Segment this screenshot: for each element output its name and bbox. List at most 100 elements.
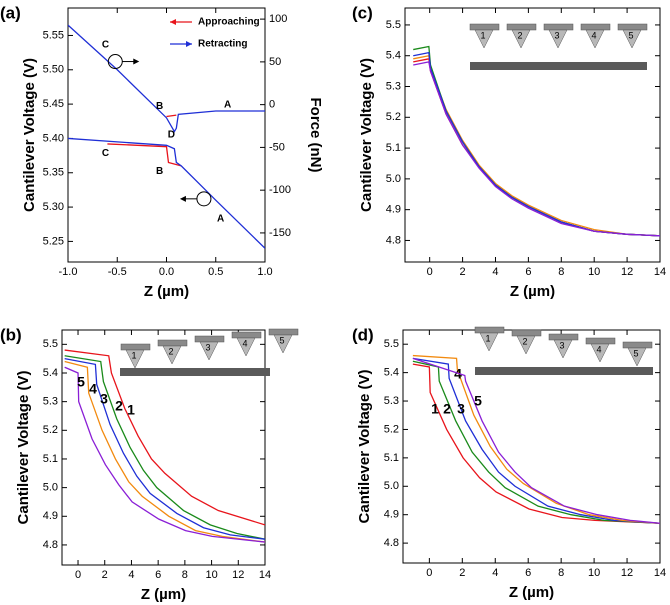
series-line <box>64 360 265 543</box>
x-tick-label: 2 <box>102 569 108 581</box>
annotation: C <box>102 148 109 159</box>
curve-label: 2 <box>443 401 451 417</box>
x-tick-label: 10 <box>588 567 600 579</box>
y-tick-label: 5.1 <box>386 142 401 154</box>
y-tick-label: 4.8 <box>386 234 401 246</box>
x-tick-label: 10 <box>588 266 600 278</box>
y-tick-label: 5.5 <box>43 338 58 350</box>
y-tick-label: 5.4 <box>43 367 58 379</box>
y-tick-label: 5.3 <box>43 396 58 408</box>
y-axis-title: Cantilever Voltage (V) <box>358 58 375 212</box>
y-tick-label: 5.3 <box>386 80 401 92</box>
inset-tip <box>627 347 647 367</box>
curve-label: 3 <box>457 401 465 417</box>
inset-tip <box>125 349 145 369</box>
y2-tick-label: 0 <box>269 99 275 111</box>
y-tick-label: 5.2 <box>386 111 401 123</box>
x-tick-label: 8 <box>558 567 564 579</box>
series-line <box>412 357 660 524</box>
x-tick-label: 0 <box>75 569 81 581</box>
x-tick-label: 14 <box>259 569 271 581</box>
y2-tick-label: 100 <box>269 13 287 25</box>
y2-axis-title: Force (nN) <box>307 98 324 173</box>
inset-cantilever <box>231 331 262 339</box>
y-tick-label: 5.0 <box>43 482 58 494</box>
y-tick-label: 5.1 <box>384 452 399 464</box>
series-line <box>107 114 182 167</box>
x-tick-label: 6 <box>525 266 531 278</box>
inset-tip-label: 3 <box>559 340 564 350</box>
inset-cantilever <box>469 23 500 31</box>
curve-label: 1 <box>431 401 439 417</box>
annotation: B <box>156 166 163 177</box>
y-tick-label: 5.35 <box>43 167 64 179</box>
y-tick-label: 5.0 <box>384 480 399 492</box>
inset-cantilever <box>543 23 574 31</box>
inset-tip <box>236 337 256 357</box>
annotation: B <box>156 101 163 112</box>
inset-tip-label: 4 <box>596 344 601 354</box>
y-tick-label: 4.8 <box>384 537 399 549</box>
marker-circle <box>196 191 212 207</box>
y-tick-label: 5.4 <box>384 367 399 379</box>
y-tick-label: 5.25 <box>43 235 64 247</box>
y-tick-label: 5.55 <box>43 29 64 41</box>
x-tick-label: 1.0 <box>257 266 272 278</box>
y-tick-label: 5.0 <box>386 173 401 185</box>
curve-label: 5 <box>474 393 482 409</box>
x-tick-label: 0 <box>427 266 433 278</box>
inset-tip <box>622 29 642 49</box>
x-axis-title: Z (µm) <box>144 283 189 300</box>
inset-tip-label: 2 <box>517 30 522 40</box>
marker-arrowhead <box>179 195 186 202</box>
inset-tip-label: 5 <box>633 348 638 358</box>
x-axis-title: Z (µm) <box>509 584 554 601</box>
curve-label: 1 <box>127 402 135 418</box>
x-tick-label: 6 <box>155 569 161 581</box>
inset-cantilever <box>622 341 653 349</box>
inset-tip <box>548 29 568 49</box>
y2-tick-label: -100 <box>269 184 291 196</box>
series-line <box>413 61 660 237</box>
inset-tip-label: 2 <box>168 346 173 356</box>
y-tick-label: 5.4 <box>386 50 401 62</box>
series-line <box>413 45 660 237</box>
inset-tip <box>273 334 293 354</box>
inset-tip-label: 4 <box>591 30 596 40</box>
annotation: D <box>168 130 175 141</box>
x-tick-label: 8 <box>558 266 564 278</box>
x-axis-title: Z (µm) <box>141 586 186 603</box>
inset-tip <box>479 332 499 352</box>
inset-cantilever <box>580 23 611 31</box>
curve-label: 2 <box>115 398 123 414</box>
y-tick-label: 5.5 <box>386 19 401 31</box>
y-tick-label: 5.2 <box>384 423 399 435</box>
x-tick-label: 12 <box>232 569 244 581</box>
inset-cantilever <box>194 335 225 343</box>
curve-label: 3 <box>100 391 108 407</box>
x-tick-label: 12 <box>621 266 633 278</box>
x-tick-label: -0.5 <box>108 266 127 278</box>
series-line <box>412 363 660 524</box>
y-axis-title: Cantilever Voltage (V) <box>356 370 373 524</box>
y2-tick-label: -50 <box>269 141 285 153</box>
x-tick-label: 14 <box>654 567 666 579</box>
x-tick-label: -1.0 <box>59 266 78 278</box>
inset-surface <box>475 367 653 375</box>
inset-tip <box>585 29 605 49</box>
plot-frame <box>67 7 266 263</box>
inset-tip <box>516 335 536 355</box>
y-axis-title: Cantilever Voltage (V) <box>21 58 38 212</box>
inset-tip-label: 1 <box>480 30 485 40</box>
y-tick-label: 5.40 <box>43 132 64 144</box>
series-line <box>64 358 265 540</box>
y-tick-label: 5.1 <box>43 453 58 465</box>
inset-cantilever <box>548 333 579 341</box>
series-line <box>412 354 660 524</box>
series-line <box>68 24 265 249</box>
inset-cantilever <box>511 329 542 337</box>
y-tick-label: 5.3 <box>384 395 399 407</box>
inset-tip <box>162 345 182 365</box>
legend-arrowhead <box>170 19 176 25</box>
x-tick-label: 2 <box>460 266 466 278</box>
